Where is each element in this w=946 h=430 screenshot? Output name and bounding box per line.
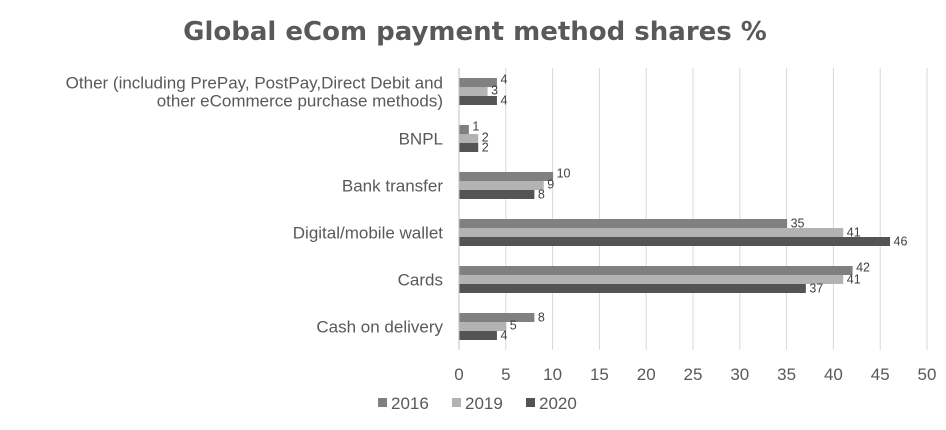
category-labels: Other (including PrePay, PostPay,Direct … xyxy=(66,74,444,337)
bar-2020-3 xyxy=(459,190,535,199)
x-tick-labels: 0 5 10 15 20 25 30 35 40 45 50 xyxy=(454,365,936,384)
bar-2020-5 xyxy=(459,284,806,293)
bar-2016-4 xyxy=(459,219,788,228)
x-tick-label-0: 0 xyxy=(454,365,463,384)
bar-2020-2 xyxy=(459,143,479,152)
legend-swatch-2016 xyxy=(378,398,387,407)
gridlines xyxy=(458,68,928,350)
bar-2016-6 xyxy=(459,313,535,322)
bar-2020-1 xyxy=(459,96,497,105)
data-label-2016-6: 8 xyxy=(538,311,545,325)
category-label-2: BNPL xyxy=(399,130,443,149)
data-label-2016-3: 10 xyxy=(557,167,571,181)
x-tick-label-20: 20 xyxy=(637,365,656,384)
bar-2019-5 xyxy=(459,275,844,284)
bar-2016-2 xyxy=(459,125,469,134)
data-label-2019-3: 9 xyxy=(547,178,554,192)
bar-2016-5 xyxy=(459,266,853,275)
bar-2020-6 xyxy=(459,331,497,340)
bars xyxy=(459,78,891,340)
data-label-2016-5: 42 xyxy=(856,261,870,275)
bar-2016-3 xyxy=(459,172,554,181)
data-label-2019-4: 41 xyxy=(847,226,861,240)
legend-label-2019: 2019 xyxy=(465,394,503,413)
bar-2019-4 xyxy=(459,228,844,237)
bar-2019-3 xyxy=(459,181,544,190)
chart-title: Global eCom payment method shares % xyxy=(183,17,767,47)
data-label-2020-2: 2 xyxy=(482,141,489,155)
data-label-2016-4: 35 xyxy=(791,217,805,231)
data-label-2016-2: 1 xyxy=(472,120,479,134)
data-label-2020-4: 46 xyxy=(894,235,908,249)
data-label-2020-1: 4 xyxy=(500,94,507,108)
data-label-2019-2: 2 xyxy=(482,131,489,145)
legend-swatch-2019 xyxy=(452,398,461,407)
data-label-2019-1: 3 xyxy=(491,84,498,98)
bar-2016-1 xyxy=(459,78,497,87)
legend-label-2020: 2020 xyxy=(539,394,577,413)
x-tick-label-30: 30 xyxy=(730,365,749,384)
category-label-1: Other (including PrePay, PostPay,Direct … xyxy=(66,74,443,111)
bar-2019-1 xyxy=(459,87,488,96)
bar-2019-2 xyxy=(459,134,479,143)
data-label-2016-1: 4 xyxy=(500,73,507,87)
x-tick-label-45: 45 xyxy=(871,365,890,384)
bar-2020-4 xyxy=(459,237,891,246)
legend-swatch-2020 xyxy=(526,398,535,407)
category-label-6: Cash on delivery xyxy=(316,318,443,337)
x-tick-label-35: 35 xyxy=(777,365,796,384)
bar-2019-6 xyxy=(459,322,507,331)
category-label-4: Digital/mobile wallet xyxy=(293,224,444,243)
legend-label-2016: 2016 xyxy=(391,394,429,413)
category-label-3: Bank transfer xyxy=(342,177,443,196)
x-tick-label-10: 10 xyxy=(543,365,562,384)
data-label-2020-3: 8 xyxy=(538,188,545,202)
x-tick-label-5: 5 xyxy=(501,365,510,384)
data-label-2020-6: 4 xyxy=(500,329,507,343)
data-label-2019-5: 41 xyxy=(847,273,861,287)
x-tick-label-50: 50 xyxy=(918,365,937,384)
x-tick-label-40: 40 xyxy=(824,365,843,384)
data-label-2019-6: 5 xyxy=(510,319,517,333)
category-label-5: Cards xyxy=(398,271,443,290)
legend: 2016 2019 2020 xyxy=(378,394,577,413)
x-tick-label-15: 15 xyxy=(590,365,609,384)
data-label-2020-5: 37 xyxy=(809,282,823,296)
x-tick-label-25: 25 xyxy=(684,365,703,384)
